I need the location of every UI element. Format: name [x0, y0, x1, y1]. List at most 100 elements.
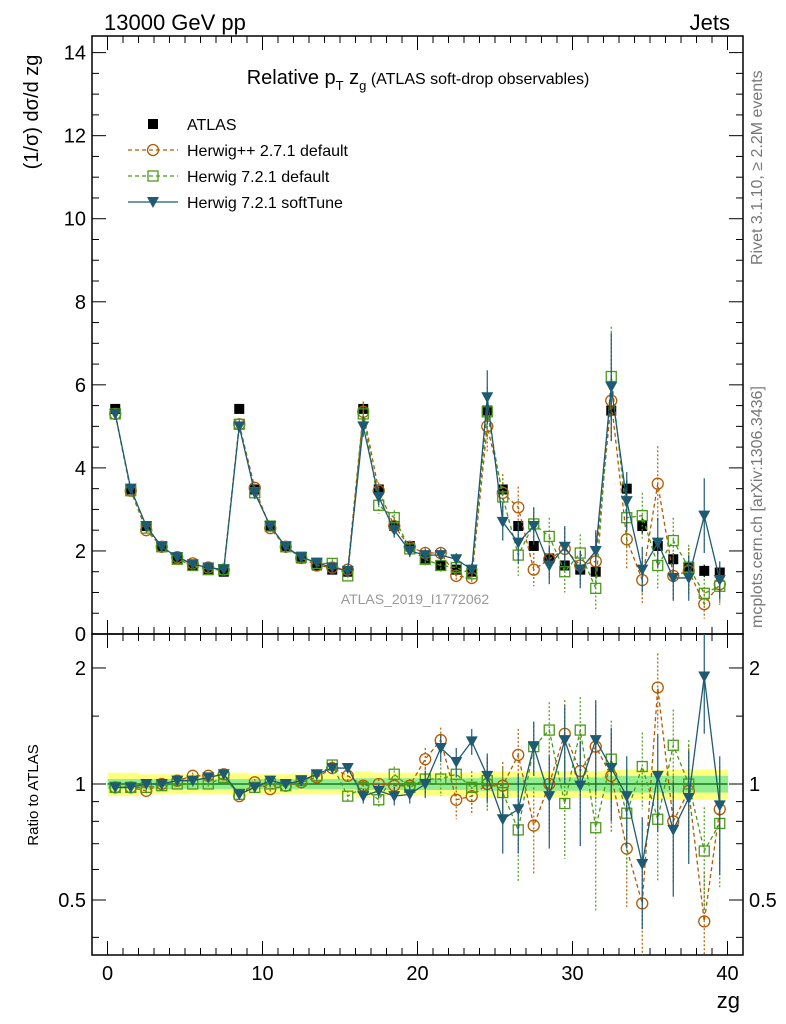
main-series-line — [114, 386, 721, 581]
main-point — [528, 540, 539, 551]
main-point — [234, 403, 245, 414]
ratio-point — [574, 780, 587, 792]
ratio-point — [651, 770, 664, 782]
main-series-line — [114, 400, 721, 606]
main-point — [497, 491, 509, 503]
legend-label: Herwig++ 2.7.1 default — [187, 143, 349, 160]
ratio-y-tick-label: 2 — [75, 658, 86, 680]
ratio-point — [543, 724, 555, 736]
ratio-point — [388, 791, 401, 803]
main-point — [512, 537, 525, 549]
ratio-point — [543, 791, 556, 803]
main-point — [605, 381, 618, 393]
y-tick-label: 4 — [75, 458, 86, 480]
ratio-y-tick-label-right: 0.5 — [749, 890, 777, 912]
main-point — [543, 560, 556, 572]
x-tick-label: 30 — [561, 963, 583, 985]
y-tick-label: 10 — [64, 209, 86, 231]
ratio-point — [450, 793, 463, 806]
ratio-series-circle — [109, 653, 726, 955]
ratio-point — [171, 775, 184, 787]
ratio-point — [466, 781, 478, 794]
main-point — [217, 564, 230, 576]
ratio-point — [512, 804, 525, 816]
ratio-point — [155, 778, 168, 790]
main-point — [698, 587, 710, 599]
chart-title: Relative pT zg (ATLAS soft-drop observab… — [247, 67, 590, 93]
main-point — [248, 487, 261, 499]
main-point — [388, 525, 401, 537]
main-point — [651, 477, 664, 490]
ratio-series-line — [115, 728, 721, 853]
legend: ATLAS Herwig++ 2.7.1 default Herwig 7.2.1 … — [128, 117, 349, 212]
main-point — [590, 582, 602, 594]
y-tick-label: 0 — [75, 624, 86, 646]
ratio-point — [450, 757, 463, 769]
main-point — [202, 562, 215, 574]
title-mid: z — [344, 67, 360, 89]
watermark: ATLAS_2019_I1772062 — [341, 591, 490, 607]
ratio-point — [124, 782, 137, 794]
ratio-point — [465, 789, 478, 803]
ratio-point — [651, 681, 664, 694]
ratio-point — [527, 741, 540, 753]
y-axis-label-ratio: Ratio to ATLAS — [25, 744, 42, 845]
title-tail: (ATLAS soft-drop observables) — [366, 71, 589, 88]
ratio-point — [186, 775, 199, 787]
main-point — [543, 530, 555, 543]
ratio-point — [279, 778, 292, 790]
ratio-point — [682, 792, 695, 804]
ratio-point — [667, 739, 679, 751]
main-series-circle — [109, 359, 726, 619]
main-point — [171, 552, 184, 564]
ratio-point — [202, 772, 215, 784]
x-axis-label: zg — [717, 988, 740, 1013]
main-point — [434, 550, 447, 562]
ratio-point — [559, 797, 571, 810]
main-point — [357, 421, 370, 433]
ratio-point — [527, 819, 540, 832]
main-point — [465, 564, 478, 576]
ratio-point — [341, 763, 354, 775]
main-point — [279, 541, 292, 553]
ratio-series-square — [109, 697, 726, 911]
main-point — [403, 545, 416, 557]
header-left: 13000 GeV pp — [104, 10, 246, 35]
ratio-point — [435, 773, 447, 785]
ratio-point — [233, 789, 246, 801]
ratio-point — [434, 742, 447, 754]
main-point — [698, 510, 711, 522]
ratio-point — [326, 763, 339, 775]
main-point — [419, 550, 432, 562]
legend-label: ATLAS — [187, 117, 237, 134]
main-point — [527, 563, 540, 576]
ratio-point — [403, 789, 416, 801]
side-label-mcplots: mcplots.cern.ch [arXiv:1306.3436] — [749, 386, 766, 628]
ratio-series-line — [115, 676, 721, 865]
main-point — [326, 562, 339, 574]
main-point — [124, 483, 137, 495]
main-point — [589, 545, 602, 557]
main-point — [527, 521, 540, 533]
ratio-point — [419, 752, 432, 766]
ratio-point — [636, 760, 648, 773]
title-sub2: g — [359, 78, 366, 93]
ratio-point — [667, 824, 680, 836]
main-point — [264, 521, 277, 533]
main-point — [233, 421, 246, 433]
ratio-series-line — [115, 687, 721, 922]
ratio-point — [698, 915, 711, 928]
main-point — [636, 509, 648, 522]
side-label-rivet: Rivet 3.1.10, ≥ 2.2M events — [749, 70, 766, 265]
ratio-point — [388, 768, 400, 780]
main-point — [155, 541, 168, 553]
legend-marker — [147, 197, 159, 208]
main-point — [699, 565, 710, 576]
main-point — [450, 554, 463, 566]
ratio-point — [342, 790, 354, 802]
ratio-point — [713, 800, 726, 812]
ratio-point — [636, 859, 649, 871]
legend-label: Herwig 7.2.1 default — [187, 169, 330, 186]
ratio-point — [295, 775, 308, 787]
